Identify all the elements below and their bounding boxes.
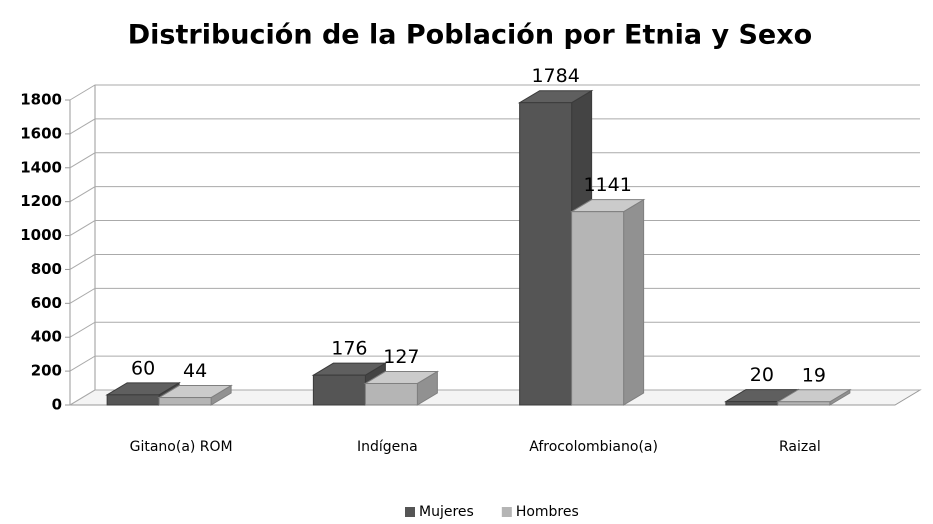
bar [363,370,440,406]
y-tick-label: 1800 [20,91,62,109]
chart-title: Distribución de la Población por Etnia y… [128,20,812,51]
grid-line [69,186,920,203]
y-tick-label: 1200 [20,192,62,210]
y-tick-label: 200 [31,362,62,380]
bar-front [364,382,418,406]
grid-line [69,84,920,101]
y-tick-label: 1600 [20,124,62,142]
bar [157,384,233,406]
value-label: 60 [131,357,155,379]
value-label: 127 [383,346,419,368]
y-tick-label: 600 [31,294,62,312]
grid-line [69,152,920,169]
bar-front [158,397,212,406]
grid-line [69,253,920,270]
y-tick-label: 1400 [20,158,62,176]
grid-line [69,220,920,236]
y-tick-label: 400 [31,328,62,346]
x-tick-label: Afrocolombiano(a) [529,439,658,455]
bar-front [312,374,366,406]
x-tick-label: Gitano(a) ROM [130,439,233,455]
bar [569,198,646,406]
y-tick-label: 0 [52,396,62,414]
legend-swatch [405,507,415,517]
bar-front [106,394,160,406]
legend-label: Hombres [516,504,579,520]
bar-side [623,198,645,406]
bar-front [725,401,779,406]
value-label: 20 [750,364,774,386]
grid-line [69,118,920,135]
bar-front [571,211,625,406]
grid-line [69,389,920,406]
bar-front [777,401,831,406]
y-tick-label: 800 [31,260,62,278]
y-tick-label: 1000 [20,226,62,244]
legend-swatch [501,507,512,517]
x-tick-label: Indígena [357,439,418,455]
value-label: 19 [802,364,826,386]
value-label: 1784 [531,65,579,87]
grid-line [69,321,920,338]
grid-line [69,355,920,372]
value-label: 44 [183,360,207,382]
legend-label: Mujeres [419,504,474,520]
value-label: 176 [331,338,367,360]
value-label: 1141 [583,174,631,196]
bar [776,388,852,406]
x-tick-label: Raizal [779,439,821,455]
grid-line [69,287,920,304]
bar-front [519,102,573,406]
